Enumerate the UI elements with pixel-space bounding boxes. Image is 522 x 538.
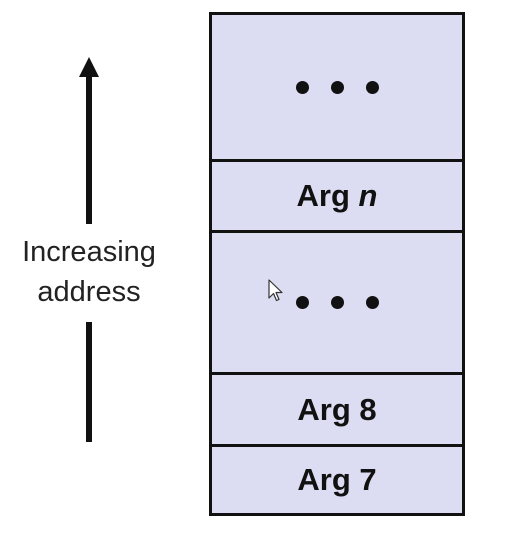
- increasing-address-label: Increasing address: [0, 232, 178, 312]
- ellipsis-dot: [296, 81, 309, 94]
- stack-cell-top-ellipsis: [212, 15, 462, 159]
- ellipsis-dots: [296, 81, 379, 94]
- arrow-shaft-lower: [86, 322, 92, 442]
- mouse-pointer-icon: [268, 279, 284, 303]
- ellipsis-dot: [296, 296, 309, 309]
- stack-cell-arg-8: Arg 8: [212, 372, 462, 444]
- stack-frame: Arg n Arg 8 Arg 7: [209, 12, 465, 516]
- label-line-2: address: [0, 272, 178, 312]
- ellipsis-dot: [366, 296, 379, 309]
- arrow-shaft-upper: [86, 72, 92, 224]
- arg-n-variable: n: [359, 178, 378, 214]
- ellipsis-dot: [331, 81, 344, 94]
- stack-cell-arg-n: Arg n: [212, 159, 462, 230]
- ellipsis-dot: [366, 81, 379, 94]
- arg-n-prefix: Arg: [297, 178, 350, 214]
- ellipsis-dots: [296, 296, 379, 309]
- arg-8-label: Arg 8: [297, 392, 376, 428]
- arg-7-label: Arg 7: [297, 462, 376, 498]
- label-line-1: Increasing: [0, 232, 178, 272]
- ellipsis-dot: [331, 296, 344, 309]
- stack-cell-middle-ellipsis: [212, 230, 462, 372]
- stack-cell-arg-7: Arg 7: [212, 444, 462, 513]
